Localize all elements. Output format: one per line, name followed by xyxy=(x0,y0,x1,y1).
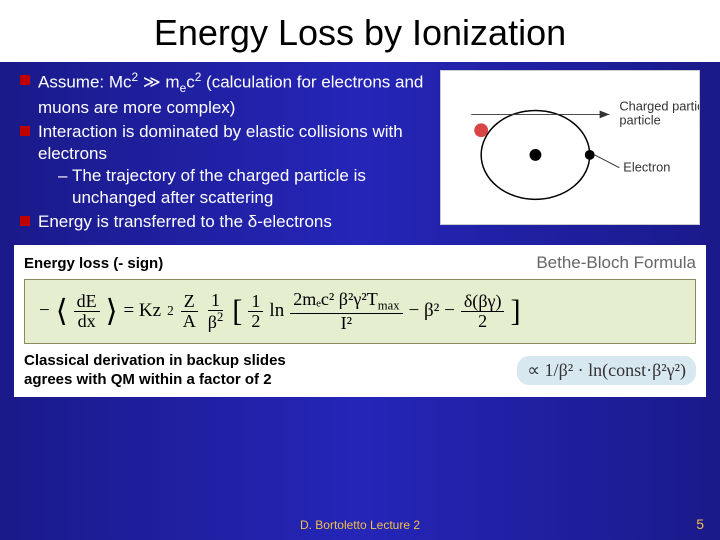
charged-particle-dot xyxy=(474,123,488,137)
slide-title: Energy Loss by Ionization xyxy=(0,0,720,62)
label-charged-2: particle xyxy=(619,112,660,127)
energy-loss-heading: Energy loss (- sign) xyxy=(24,255,163,272)
bethe-bloch-label: Bethe-Bloch Formula xyxy=(536,253,696,273)
bethe-bloch-equation: − ⟨ dEdx ⟩ = Kz2 ZA 1β2 [ 12 ln 2mₑc² β²… xyxy=(24,279,696,344)
label-electron: Electron xyxy=(623,160,670,175)
nucleus-dot xyxy=(530,149,542,161)
footer-text: D. Bortoletto Lecture 2 xyxy=(0,518,720,532)
bullet-3: Energy is transferred to the δ-electrons xyxy=(20,211,440,233)
label-charged: Charged particle xyxy=(619,98,699,113)
bullet-2: Interaction is dominated by elastic coll… xyxy=(20,121,440,209)
classical-note: Classical derivation in backup slides ag… xyxy=(24,352,286,390)
electron-dot xyxy=(585,150,595,160)
atom-diagram: Charged particle particle Electron xyxy=(440,70,700,225)
arrowhead-icon xyxy=(600,110,610,118)
bullet-list: Assume: Mc2 ≫ mec2 (calculation for elec… xyxy=(20,70,440,235)
approx-formula: ∝ 1/β² · ln(const·β²γ²) xyxy=(517,356,696,385)
page-number: 5 xyxy=(696,516,704,532)
bullet-1: Assume: Mc2 ≫ mec2 (calculation for elec… xyxy=(20,70,440,119)
content-row: Assume: Mc2 ≫ mec2 (calculation for elec… xyxy=(0,62,720,235)
bullet-2-sub: The trajectory of the charged particle i… xyxy=(58,165,440,209)
electron-leader-line xyxy=(595,155,620,168)
formula-panel: Energy loss (- sign) Bethe-Bloch Formula… xyxy=(14,245,706,397)
